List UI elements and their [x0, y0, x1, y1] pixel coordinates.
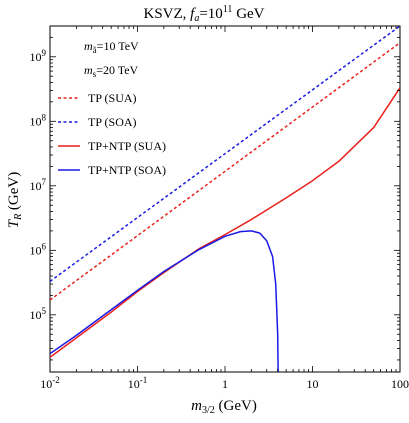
- annotation-sub: ã: [93, 45, 97, 55]
- title-fa-sub: a: [194, 13, 199, 24]
- title-middle: =10: [199, 6, 222, 22]
- y-tick-label-base: 10: [30, 114, 42, 128]
- plot-frame: [49, 25, 401, 373]
- title-sup: 11: [223, 4, 233, 15]
- x-tick-label-exp: -1: [140, 375, 148, 385]
- x-axis-label: m3/2 (GeV): [191, 398, 257, 416]
- y-tick-label-base: 10: [30, 179, 42, 193]
- x-tick-label-exp: -2: [52, 375, 60, 385]
- x-tick-label: 10: [307, 377, 319, 391]
- plot-border: [49, 25, 401, 373]
- y-axis-label-unit: (GeV): [6, 172, 22, 214]
- x-tick-label: 10-2: [40, 375, 60, 391]
- x-tick-label: 100: [391, 377, 409, 391]
- x-tick-label-base: 10: [307, 377, 319, 391]
- x-tick-label-base: 100: [391, 377, 409, 391]
- x-tick-label: 1: [222, 377, 228, 391]
- y-tick-label-exp: 8: [42, 112, 47, 122]
- legend-label-3: TP+NTP (SUA): [88, 139, 166, 153]
- x-axis-label-unit: (GeV): [215, 398, 257, 414]
- y-tick-label: 107: [30, 177, 47, 193]
- annotation-sub: s: [93, 69, 97, 79]
- chart-title: KSVZ, fa=1011 GeV: [143, 4, 264, 24]
- y-tick-label: 108: [30, 112, 47, 128]
- series-line-4: [50, 230, 279, 372]
- y-tick-label-base: 10: [30, 50, 42, 64]
- x-tick-label: 10-1: [128, 375, 148, 391]
- y-axis-label-sub: R: [13, 214, 24, 221]
- title-fa-symbol: f: [190, 6, 196, 22]
- annotation-rest: =20 TeV: [96, 63, 138, 77]
- legend-label-1: TP (SUA): [88, 91, 137, 105]
- annotation-rest: =10 TeV: [97, 39, 139, 53]
- y-tick-label: 106: [30, 241, 47, 257]
- series-line-1: [50, 42, 400, 301]
- x-tick-label-base: 1: [222, 377, 228, 391]
- series-line-2: [50, 26, 400, 282]
- legend-label-4: TP+NTP (SOA): [88, 163, 166, 177]
- y-tick-label-exp: 6: [42, 241, 47, 251]
- y-axis-label: TR (GeV): [6, 172, 24, 229]
- legend-label-2: TP (SOA): [88, 115, 137, 129]
- y-axis-label-main: T: [6, 218, 22, 228]
- y-tick-label-exp: 7: [42, 177, 47, 187]
- x-tick-label-base: 10: [40, 377, 52, 391]
- series-line-3: [50, 87, 400, 358]
- annotation-2: ms=20 TeV: [84, 63, 139, 79]
- y-tick-label-base: 10: [30, 243, 42, 257]
- y-tick-label: 109: [30, 48, 47, 64]
- y-tick-label-base: 10: [30, 308, 42, 322]
- title-prefix: KSVZ,: [143, 6, 190, 22]
- annotation-main: m: [84, 39, 93, 53]
- y-tick-label: 105: [30, 306, 47, 322]
- title-suffix: GeV: [232, 6, 264, 22]
- series-layer: [50, 26, 400, 372]
- annotation-main: m: [84, 63, 93, 77]
- annotation-1: mã=10 TeV: [84, 39, 139, 55]
- x-axis-label-sub: 3/2: [202, 405, 215, 416]
- y-tick-label-exp: 9: [42, 48, 47, 58]
- y-tick-label-exp: 5: [42, 306, 47, 316]
- x-tick-label-base: 10: [128, 377, 140, 391]
- x-axis-label-main: m: [191, 398, 202, 414]
